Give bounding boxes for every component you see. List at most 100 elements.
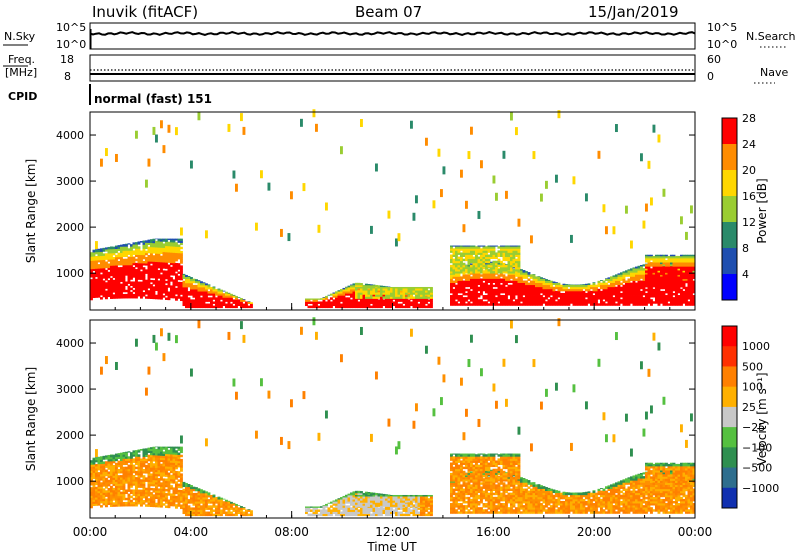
power-cell [387, 299, 391, 302]
power-cell [450, 264, 453, 268]
power-cell [572, 292, 576, 296]
velocity-cell [120, 497, 123, 501]
power-cell [500, 280, 503, 284]
power-cell [115, 296, 118, 299]
velocity-cell [167, 455, 171, 459]
power-cell [142, 279, 146, 283]
power-cell [490, 271, 493, 274]
power-cell [602, 280, 606, 284]
power-cell [110, 279, 113, 283]
power-cell [457, 284, 461, 288]
velocity-cell [140, 483, 143, 486]
velocity-cell [110, 458, 113, 462]
power-cell [517, 286, 521, 290]
power-cell [147, 257, 151, 260]
power-cell [97, 282, 101, 286]
velocity-cell [170, 468, 173, 472]
power-cell [495, 292, 498, 296]
power-cell [135, 250, 138, 253]
power-cell [670, 290, 673, 294]
power-cell [202, 297, 206, 300]
power-cell [540, 299, 543, 302]
power-cell [330, 301, 333, 304]
power-cell [160, 290, 163, 294]
power-cell [570, 299, 573, 302]
velocity-cell [197, 501, 201, 504]
velocity-cell [132, 483, 136, 486]
power-cell [130, 252, 133, 255]
power-cell [130, 295, 133, 299]
power-cell [505, 297, 508, 300]
power-cell [477, 303, 481, 306]
power-cell [527, 272, 531, 275]
power-cell [457, 258, 461, 262]
power-cell [612, 280, 616, 284]
power-cell [160, 238, 163, 240]
power-cell [522, 272, 526, 275]
power-cell [657, 284, 661, 288]
power-cell [690, 290, 693, 294]
power-cell [370, 292, 373, 295]
power-cell [530, 299, 533, 302]
power-cell [450, 278, 453, 281]
power-cell [622, 284, 626, 288]
power-cell [525, 303, 528, 306]
power-cell [332, 295, 336, 298]
power-cell [202, 286, 206, 290]
power-cell [677, 299, 681, 302]
power-cell [650, 288, 653, 292]
power-cell [510, 271, 513, 274]
power-cell [127, 271, 131, 274]
power-cell [367, 294, 371, 297]
power-cell [137, 252, 141, 256]
power-cell [655, 282, 658, 286]
power-cell [132, 244, 136, 247]
power-cell [575, 290, 578, 294]
power-cell [362, 284, 366, 288]
power-cell [502, 284, 506, 288]
power-cell [110, 248, 113, 252]
power-cell [130, 250, 133, 253]
power-cell [660, 301, 663, 304]
power-cell [547, 282, 551, 286]
colorbar-segment [722, 222, 737, 249]
velocity-cell [122, 470, 126, 474]
power-cell [147, 277, 151, 281]
power-cell [135, 258, 138, 262]
power-cell [487, 292, 491, 296]
power-cell [127, 269, 131, 272]
power-cell [652, 280, 656, 284]
power-cell [492, 295, 496, 298]
power-cell [440, 189, 443, 198]
velocity-cell [112, 498, 116, 501]
velocity-cell [120, 477, 123, 480]
velocity-cell [90, 474, 93, 478]
power-cell [662, 188, 666, 197]
velocity-cell [197, 499, 201, 502]
power-cell [517, 245, 521, 247]
power-cell [665, 282, 668, 286]
velocity-cell [120, 495, 123, 499]
velocity-cell [92, 503, 96, 507]
power-cell [615, 297, 618, 300]
power-cell [472, 286, 476, 290]
power-cell [690, 288, 693, 292]
power-cell [642, 278, 646, 281]
velocity-cell [145, 504, 148, 507]
velocity-cell [152, 465, 156, 468]
power-cell [102, 257, 106, 261]
power-cell [422, 301, 426, 304]
power-cell [342, 295, 346, 298]
power-cell [507, 266, 511, 270]
power-cell [110, 261, 113, 264]
power-cell [515, 280, 518, 284]
power-cell [497, 252, 501, 255]
velocity-cell [92, 476, 96, 480]
power-cell [567, 295, 571, 298]
power-cell [587, 284, 591, 288]
power-cell [407, 286, 411, 289]
power-cell [147, 250, 151, 254]
velocity-cell [110, 479, 113, 483]
power-cell [455, 256, 458, 260]
power-cell [455, 269, 458, 272]
